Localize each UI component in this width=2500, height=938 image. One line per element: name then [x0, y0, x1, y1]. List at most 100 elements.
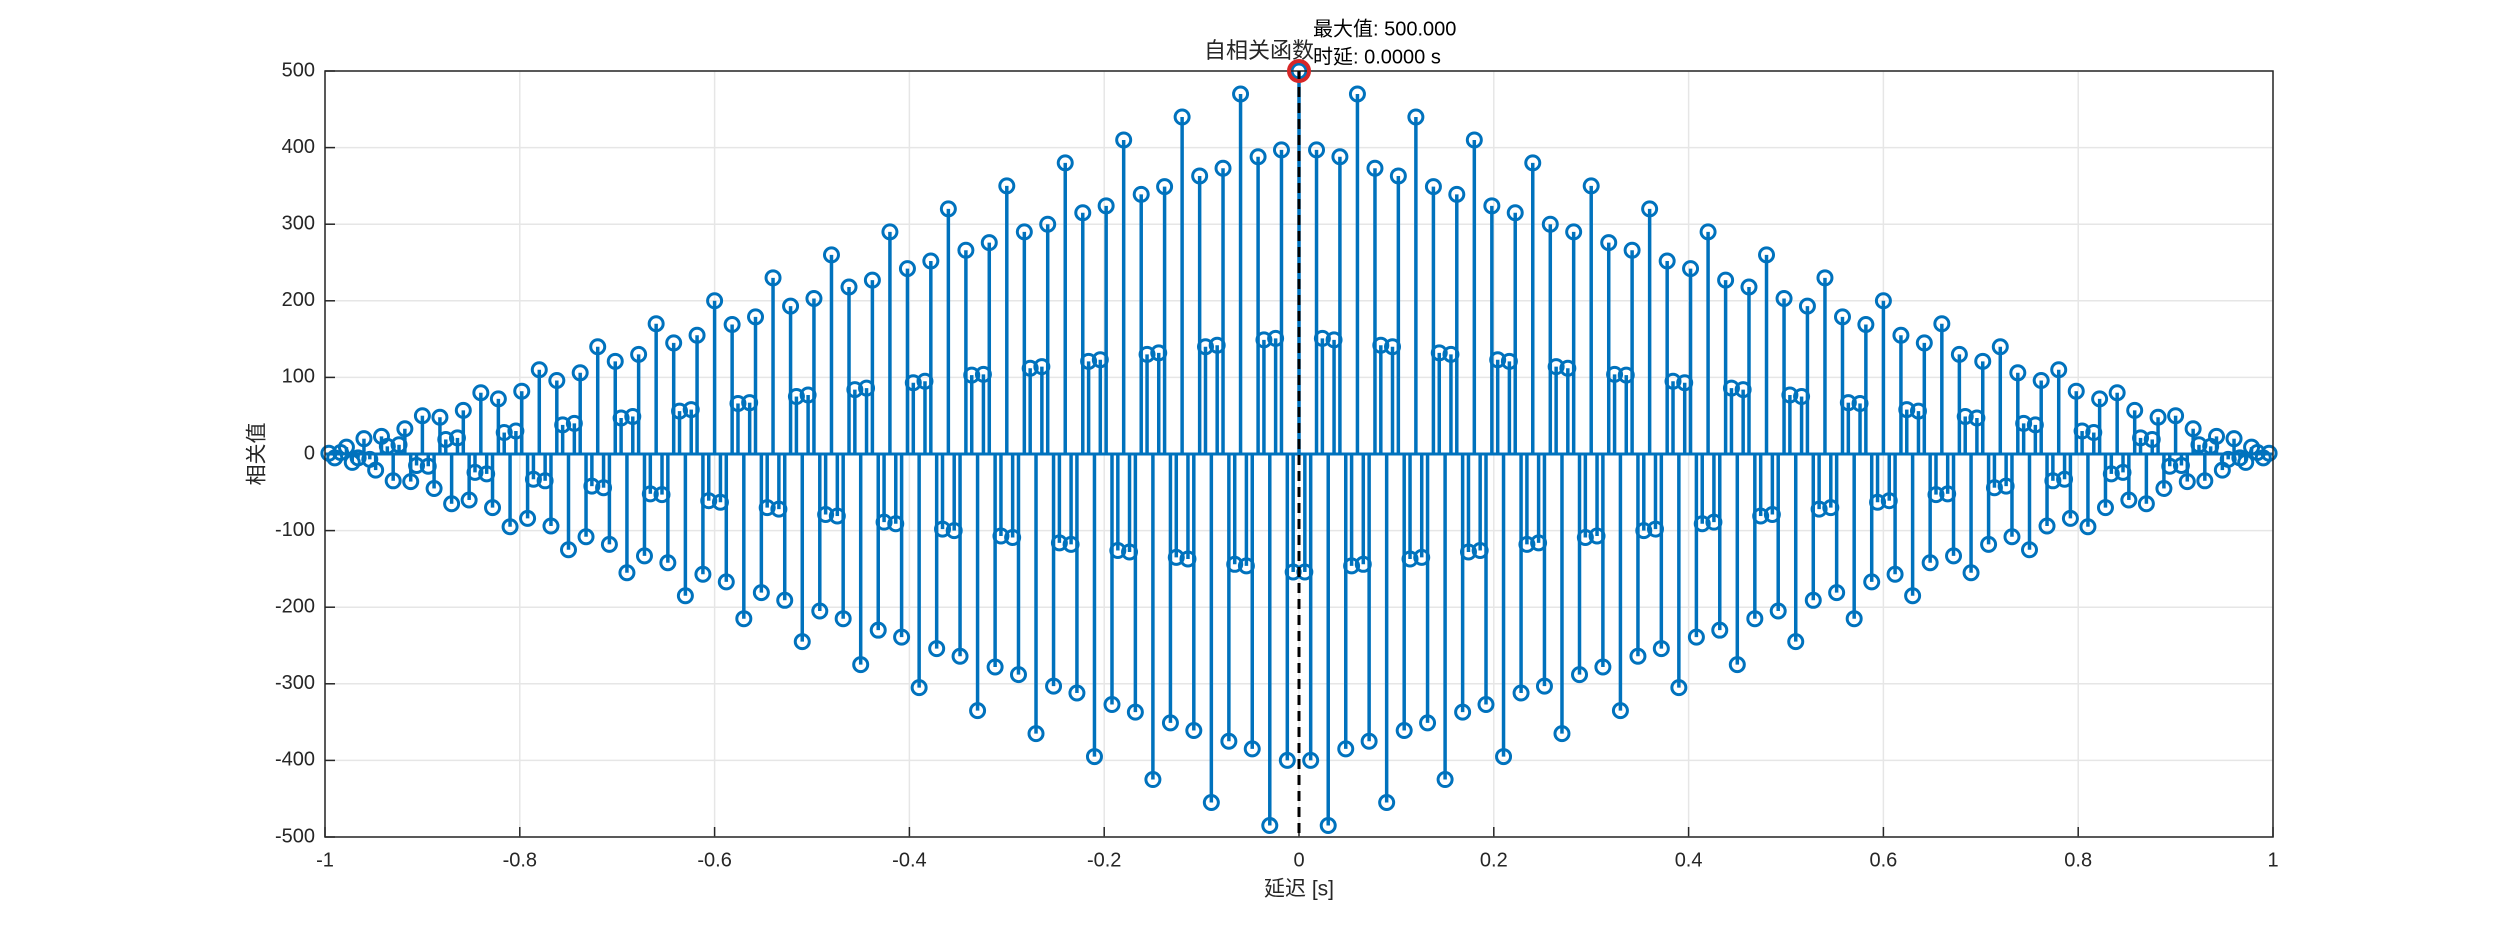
stem-marker — [846, 381, 864, 399]
stem-marker — [1933, 315, 1951, 333]
x-tick-label: 0.2 — [1480, 849, 1508, 871]
stem-marker — [998, 177, 1016, 195]
stem-marker — [1459, 543, 1477, 561]
stem-marker — [951, 647, 969, 665]
stem-marker — [431, 408, 449, 426]
stem-marker — [1728, 656, 1746, 674]
stem-marker — [1080, 352, 1098, 370]
stem-marker — [1658, 252, 1676, 270]
stem-marker — [1869, 493, 1887, 511]
stem-marker — [1740, 278, 1758, 296]
stem-marker — [1950, 345, 1968, 363]
stem-marker — [1775, 290, 1793, 308]
stem-marker — [840, 278, 858, 296]
stem-marker — [1711, 621, 1729, 639]
stem-marker — [2155, 479, 2173, 497]
stem-marker — [910, 679, 928, 697]
stem-marker — [1600, 234, 1618, 252]
stem-marker — [1161, 714, 1179, 732]
stem-marker — [396, 420, 414, 438]
stem-marker — [1050, 534, 1068, 552]
stem-marker — [1535, 677, 1553, 695]
stem-marker — [1506, 204, 1524, 222]
stem-marker — [1056, 154, 1074, 172]
stem-marker — [1045, 677, 1063, 695]
stem-marker — [1372, 336, 1390, 354]
stem-marker — [717, 573, 735, 591]
stem-marker — [1419, 714, 1437, 732]
stem-marker — [2108, 384, 2126, 402]
stem-marker — [1009, 666, 1027, 684]
stem-marker — [671, 402, 689, 420]
stem-marker — [1641, 200, 1659, 218]
stem-marker — [1518, 535, 1536, 553]
stem-marker — [787, 388, 805, 406]
stem-marker — [1974, 352, 1992, 370]
x-tick-label: 0 — [1293, 849, 1304, 871]
stem-marker — [1746, 610, 1764, 628]
stem-marker — [2132, 429, 2150, 447]
stem-marker — [793, 633, 811, 651]
stem-marker — [1699, 223, 1717, 241]
stem-marker — [1255, 331, 1273, 349]
stem-marker — [875, 513, 893, 531]
stem-marker — [1027, 725, 1045, 743]
stem-marker — [1489, 351, 1507, 369]
stem-marker — [1220, 732, 1238, 750]
stem-marker — [688, 326, 706, 344]
x-tick-label: -0.4 — [892, 849, 926, 871]
stem-marker — [1857, 316, 1875, 334]
stem-marker — [986, 658, 1004, 676]
stem-marker — [583, 477, 601, 495]
stem-marker — [898, 260, 916, 278]
stem-marker — [1874, 292, 1892, 310]
stem-marker — [1436, 771, 1454, 789]
stem-marker — [1249, 148, 1267, 166]
stem-marker — [1185, 722, 1203, 740]
stem-marker — [548, 371, 566, 389]
stem-marker — [1243, 740, 1261, 758]
annotation-text: 最大值: 500.000 — [1313, 17, 1456, 40]
stem-marker — [700, 492, 718, 510]
stem-marker — [618, 564, 636, 582]
x-tick-label: -1 — [316, 849, 334, 871]
stem-marker — [1512, 684, 1530, 702]
stem-marker — [378, 437, 396, 455]
stem-marker — [1407, 108, 1425, 126]
stem-marker — [1524, 154, 1542, 172]
stem-marker — [1313, 329, 1331, 347]
stem-marker — [1582, 177, 1600, 195]
stem-marker — [2260, 444, 2278, 462]
stem-marker — [2126, 401, 2144, 419]
stem-marker — [2161, 457, 2179, 475]
stem-marker — [647, 315, 665, 333]
stem-marker — [571, 364, 589, 382]
stem-marker — [466, 463, 484, 481]
stem-marker — [1232, 85, 1250, 103]
stem-marker — [1144, 771, 1162, 789]
stem-marker — [524, 470, 542, 488]
stem-marker — [600, 535, 618, 553]
stem-marker — [1863, 573, 1881, 591]
stem-marker — [1623, 241, 1641, 259]
stem-marker — [1068, 684, 1086, 702]
stem-marker — [2096, 499, 2114, 517]
stem-marker — [2184, 420, 2202, 438]
stem-marker — [460, 491, 478, 509]
stem-marker — [1892, 326, 1910, 344]
y-axis-label: 相关值 — [246, 423, 269, 486]
stem-marker — [1214, 159, 1232, 177]
stem-marker — [2237, 453, 2255, 471]
stem-marker — [1717, 271, 1735, 289]
stem-marker — [2067, 382, 2085, 400]
stem-marker — [1565, 223, 1583, 241]
stem-marker — [2003, 528, 2021, 546]
y-tick-label: 500 — [282, 59, 315, 81]
stem-marker — [2190, 436, 2208, 454]
stem-marker — [1904, 587, 1922, 605]
stem-marker — [1167, 548, 1185, 566]
stem-marker — [349, 449, 367, 467]
stem-marker — [1839, 394, 1857, 412]
x-tick-label: -0.6 — [697, 849, 731, 871]
